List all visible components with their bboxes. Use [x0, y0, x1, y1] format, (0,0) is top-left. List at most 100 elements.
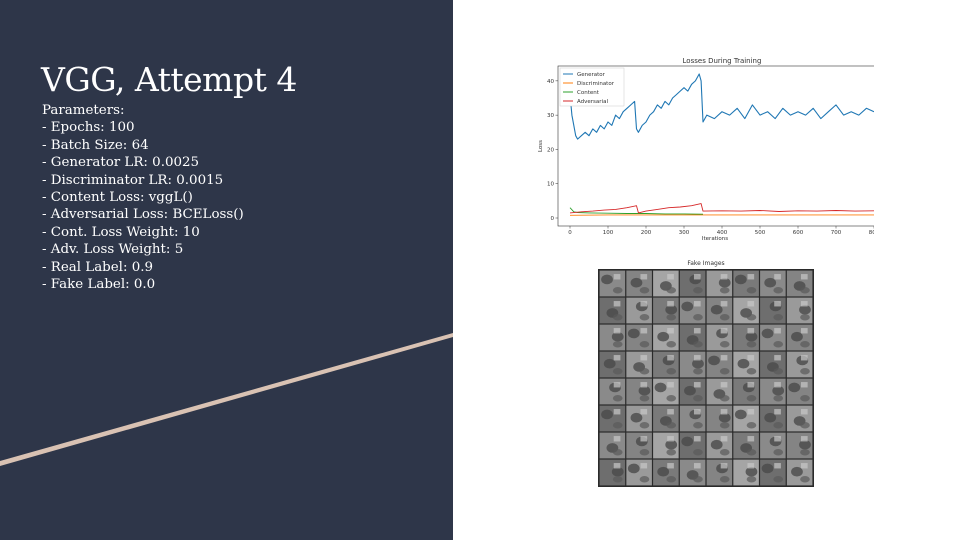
- image-blob: [611, 466, 624, 477]
- image-shadow: [666, 395, 677, 402]
- image-highlight: [774, 382, 781, 388]
- image-blob: [788, 382, 801, 393]
- fake-images-title: Fake Images: [687, 260, 724, 267]
- image-highlight: [693, 355, 701, 361]
- image-blob: [710, 439, 723, 450]
- x-tick-label: 800: [869, 230, 874, 236]
- x-tick-label: 300: [679, 230, 690, 236]
- image-highlight: [667, 382, 674, 388]
- image-shadow: [666, 341, 677, 348]
- image-highlight: [613, 436, 621, 442]
- fake-image: [679, 432, 706, 459]
- image-highlight: [640, 409, 648, 415]
- fake-image: [786, 378, 813, 405]
- image-shadow: [639, 476, 650, 483]
- image-shadow: [746, 422, 757, 429]
- diagonal-stripe: [0, 333, 453, 466]
- image-shadow: [639, 449, 650, 456]
- y-axis-label: Loss: [538, 140, 544, 152]
- image-highlight: [667, 463, 674, 469]
- param-discriminator-lr: - Discriminator LR: 0.0015: [42, 172, 224, 188]
- x-tick-label: 400: [717, 230, 728, 236]
- image-highlight: [613, 328, 621, 334]
- image-highlight: [720, 355, 728, 361]
- image-highlight: [747, 355, 755, 361]
- param-cont-loss-weight: - Cont. Loss Weight: 10: [42, 224, 200, 240]
- image-shadow: [612, 449, 623, 456]
- image-blob: [657, 331, 670, 342]
- image-shadow: [719, 368, 730, 375]
- image-shadow: [612, 287, 623, 294]
- image-shadow: [800, 341, 810, 348]
- image-shadow: [746, 476, 757, 483]
- image-shadow: [666, 287, 677, 294]
- image-shadow: [693, 341, 703, 348]
- x-axis-label: Iterations: [702, 236, 728, 242]
- fake-image: [653, 378, 679, 405]
- image-blob: [684, 385, 696, 396]
- fake-image: [760, 324, 786, 351]
- x-tick-label: 700: [831, 230, 842, 236]
- series-line-generator: [569, 73, 875, 140]
- image-shadow: [612, 395, 623, 402]
- image-highlight: [774, 436, 781, 442]
- image-shadow: [666, 422, 677, 429]
- fake-image: [599, 405, 626, 432]
- image-shadow: [773, 449, 784, 456]
- image-shadow: [719, 287, 730, 294]
- image-shadow: [773, 287, 784, 294]
- series-lines: [569, 73, 875, 216]
- image-blob: [772, 385, 785, 396]
- image-shadow: [800, 422, 810, 429]
- image-shadow: [800, 395, 810, 402]
- image-shadow: [719, 476, 730, 483]
- image-highlight: [640, 463, 648, 469]
- image-highlight: [720, 328, 728, 334]
- image-shadow: [800, 449, 810, 456]
- fake-image: [626, 459, 652, 486]
- image-highlight: [613, 382, 621, 388]
- y-tick-label: 10: [547, 182, 554, 188]
- image-blob: [718, 277, 731, 288]
- image-highlight: [774, 355, 781, 361]
- image-highlight: [667, 409, 674, 415]
- image-blob: [799, 439, 811, 450]
- image-shadow: [693, 395, 703, 402]
- image-shadow: [746, 449, 757, 456]
- image-shadow: [746, 314, 757, 321]
- chart-title: Losses During Training: [683, 57, 762, 65]
- image-blob: [791, 331, 803, 342]
- x-tick-label: 100: [603, 230, 614, 236]
- param-content-loss: - Content Loss: vggL(): [42, 190, 193, 206]
- image-highlight: [720, 301, 728, 307]
- image-highlight: [693, 382, 701, 388]
- slide-title: VGG, Attempt 4: [41, 60, 297, 99]
- image-highlight: [720, 436, 728, 442]
- image-highlight: [640, 436, 648, 442]
- image-shadow: [693, 287, 703, 294]
- image-highlight: [693, 274, 701, 280]
- image-shadow: [773, 422, 784, 429]
- param-fake-label: - Fake Label: 0.0: [42, 277, 156, 293]
- params-heading: Parameters:: [42, 103, 125, 118]
- image-blob: [654, 382, 667, 393]
- image-shadow: [612, 476, 623, 483]
- image-blob: [665, 439, 678, 450]
- image-shadow: [800, 368, 810, 375]
- image-blob: [611, 331, 624, 342]
- image-shadow: [693, 314, 703, 321]
- image-blob: [630, 277, 643, 288]
- image-shadow: [666, 449, 677, 456]
- image-shadow: [800, 287, 810, 294]
- legend-label-generator: Generator: [577, 72, 606, 78]
- image-shadow: [639, 368, 650, 375]
- image-shadow: [639, 287, 650, 294]
- fake-image: [733, 405, 759, 432]
- losses-chart: Losses During Training 0 100 200 300 400 500 6…: [534, 52, 887, 248]
- image-highlight: [747, 274, 755, 280]
- image-blob: [603, 358, 616, 369]
- image-blob: [710, 304, 723, 315]
- image-highlight: [720, 274, 728, 280]
- image-highlight: [640, 382, 648, 388]
- image-shadow: [639, 341, 650, 348]
